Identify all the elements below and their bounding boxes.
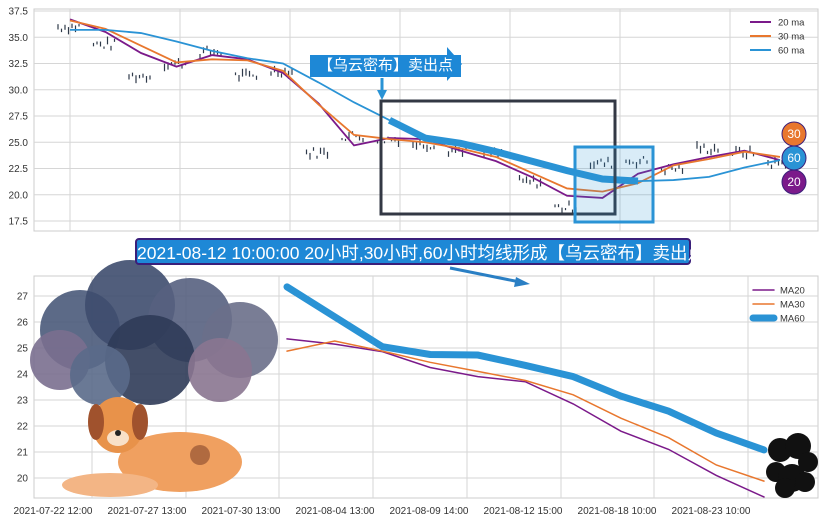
bubble-circle	[781, 169, 807, 195]
bubble-20: 20	[781, 169, 807, 195]
bottom-xtick-label: 2021-08-12 15:00	[484, 506, 563, 517]
bottom-ytick-label: 24	[17, 370, 29, 381]
top-legend-label: 60 ma	[778, 46, 805, 57]
black-cloud-puff	[785, 433, 811, 459]
top-highlight-60ma	[387, 117, 639, 185]
bubble-label: 20	[787, 175, 801, 189]
bottom-xtick-label: 2021-07-27 13:00	[108, 506, 187, 517]
dog-paws	[62, 473, 158, 497]
dog-spot	[190, 445, 210, 465]
top-ytick-label: 27.5	[9, 112, 29, 123]
bottom-ytick-label: 25	[17, 344, 29, 355]
dog-nose	[115, 430, 121, 436]
dog-muzzle	[107, 430, 129, 446]
bottom-xtick-label: 2021-08-09 14:00	[390, 506, 469, 517]
signal-box	[379, 99, 617, 216]
bottom-legend-label: MA30	[780, 300, 805, 311]
bubble-label: 60	[787, 151, 801, 165]
top-ytick-label: 17.5	[9, 217, 29, 228]
signal-label: 【乌云密布】卖出点	[310, 55, 462, 77]
dog-body	[118, 432, 242, 492]
bottom-ytick-label: 21	[17, 448, 29, 459]
top-ytick-label: 20.0	[9, 190, 29, 201]
bottom-ytick-label: 26	[17, 318, 29, 329]
signal-banner: 2021-08-12 10:00:00 20小时,30小时,60小时均线形成【乌…	[135, 238, 705, 265]
bottom-legend-label: MA20	[780, 286, 805, 297]
bottom-ytick-label: 27	[17, 292, 29, 303]
top-legend-label: 20 ma	[778, 18, 805, 29]
bottom-xtick-label: 2021-08-18 10:00	[578, 506, 657, 517]
dog-head	[92, 397, 144, 453]
bottom-xtick-label: 2021-08-23 10:00	[672, 506, 751, 517]
bottom-legend-label: MA60	[780, 314, 805, 325]
storm-cloud-illustration	[30, 260, 278, 405]
bottom-xtick-label: 2021-08-04 13:00	[296, 506, 375, 517]
black-cloud-puff	[798, 452, 818, 472]
top-ytick-label: 32.5	[9, 59, 29, 70]
bottom-ytick-label: 23	[17, 396, 29, 407]
banner-arrow-head	[514, 277, 530, 287]
banner-arrow-shaft	[449, 266, 521, 284]
dog-illustration	[62, 397, 242, 497]
cloud-puff	[188, 338, 252, 402]
bubble-30: 30	[781, 121, 807, 147]
top-plot-area	[33, 8, 819, 232]
top-ytick-label: 30.0	[9, 85, 29, 96]
top-line-30-ma	[69, 19, 781, 193]
top-ytick-label: 25.0	[9, 138, 29, 149]
bottom-xtick-label: 2021-07-22 12:00	[14, 506, 93, 517]
black-cloud-puff	[775, 478, 795, 498]
bottom-ytick-label: 22	[17, 422, 29, 433]
black-cloud-illustration	[766, 433, 818, 498]
top-legend-label: 30 ma	[778, 32, 805, 43]
bottom-line-MA30	[286, 340, 765, 482]
top-ytick-label: 37.5	[9, 7, 29, 18]
top-ytick-label: 22.5	[9, 164, 29, 175]
bottom-line-MA60	[283, 283, 768, 454]
cloud-puff	[70, 345, 130, 405]
top-ytick-label: 35.0	[9, 33, 29, 44]
black-cloud-puff	[795, 472, 815, 492]
bubble-label: 30	[787, 127, 801, 141]
bubble-60: 60	[781, 145, 807, 171]
dog-ear-left	[88, 404, 104, 440]
reversal-box	[573, 145, 655, 224]
dog-ear-right	[132, 404, 148, 440]
down-arrow-head	[377, 90, 387, 100]
bottom-line-MA20	[286, 338, 765, 498]
bottom-ytick-label: 20	[17, 474, 29, 485]
bottom-xtick-label: 2021-07-30 13:00	[202, 506, 281, 517]
